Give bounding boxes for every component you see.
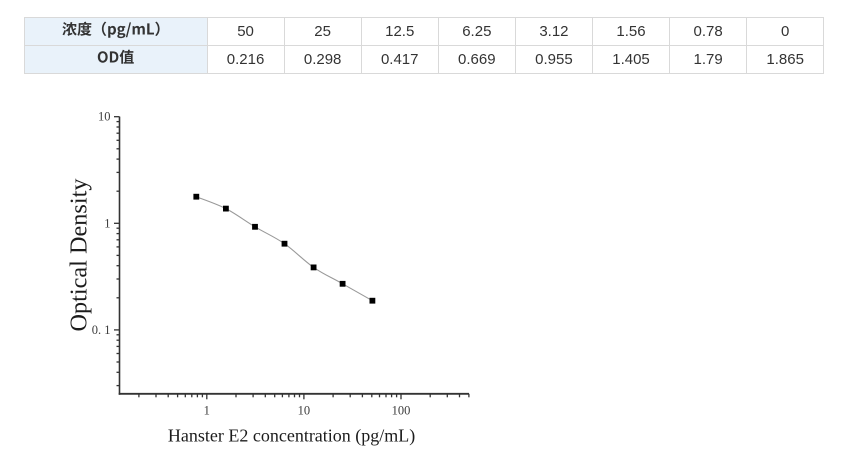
svg-text:Hanster E2 concentration (pg/m: Hanster E2 concentration (pg/mL) (168, 425, 415, 446)
svg-text:1: 1 (104, 216, 110, 230)
svg-text:Optical Density: Optical Density (67, 179, 93, 332)
svg-text:100: 100 (392, 403, 411, 417)
svg-text:10: 10 (98, 110, 111, 124)
svg-text:10: 10 (298, 403, 311, 417)
svg-text:0. 1: 0. 1 (92, 323, 111, 337)
svg-text:1: 1 (204, 403, 210, 417)
